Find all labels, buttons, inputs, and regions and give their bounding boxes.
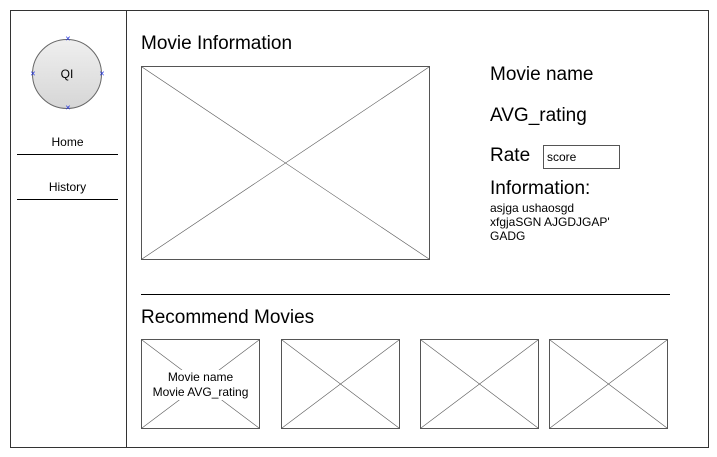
sidebar-item-home[interactable]: Home: [17, 135, 118, 155]
movie-information-title: Movie Information: [141, 33, 293, 54]
recommend-movies-title: Recommend Movies: [141, 307, 315, 328]
recommend-card[interactable]: [549, 339, 668, 429]
information-line: GADG: [490, 229, 526, 243]
selection-handle-icon: ✕: [65, 105, 71, 112]
image-placeholder-icon: [142, 67, 429, 259]
card-movie-name: Movie name: [166, 370, 235, 385]
movie-poster: [141, 66, 430, 260]
selection-handle-icon: ✕: [65, 36, 71, 43]
sidebar-item-history[interactable]: History: [17, 180, 118, 200]
recommend-card[interactable]: [281, 339, 400, 429]
image-placeholder-icon: [282, 340, 399, 428]
logo-icon[interactable]: QI: [32, 39, 102, 109]
information-label: Information:: [490, 178, 591, 199]
image-placeholder-icon: [550, 340, 667, 428]
recommend-card[interactable]: [420, 339, 539, 429]
information-text: asjga ushaosgd xfgjaSGN AJGDJGAP' GADG: [490, 201, 610, 243]
section-divider: [141, 294, 670, 295]
information-line: xfgjaSGN AJGDJGAP': [490, 215, 610, 229]
sidebar-divider: [126, 10, 127, 448]
movie-name: Movie name: [490, 64, 594, 85]
logo-text: QI: [60, 67, 74, 81]
image-placeholder-icon: [421, 340, 538, 428]
app-window: [10, 10, 709, 448]
card-caption: Movie name Movie AVG_rating: [142, 370, 259, 400]
avg-rating: AVG_rating: [490, 105, 587, 126]
selection-handle-icon: ✕: [30, 71, 36, 78]
selection-handle-icon: ✕: [99, 71, 105, 78]
rate-score-input[interactable]: [543, 145, 620, 169]
sidebar-item-label: History: [48, 180, 87, 194]
card-movie-rating: Movie AVG_rating: [151, 385, 250, 400]
rate-label: Rate: [490, 145, 531, 166]
sidebar-item-label: Home: [51, 135, 84, 149]
recommend-card[interactable]: Movie name Movie AVG_rating: [141, 339, 260, 429]
information-line: asjga ushaosgd: [490, 201, 575, 215]
